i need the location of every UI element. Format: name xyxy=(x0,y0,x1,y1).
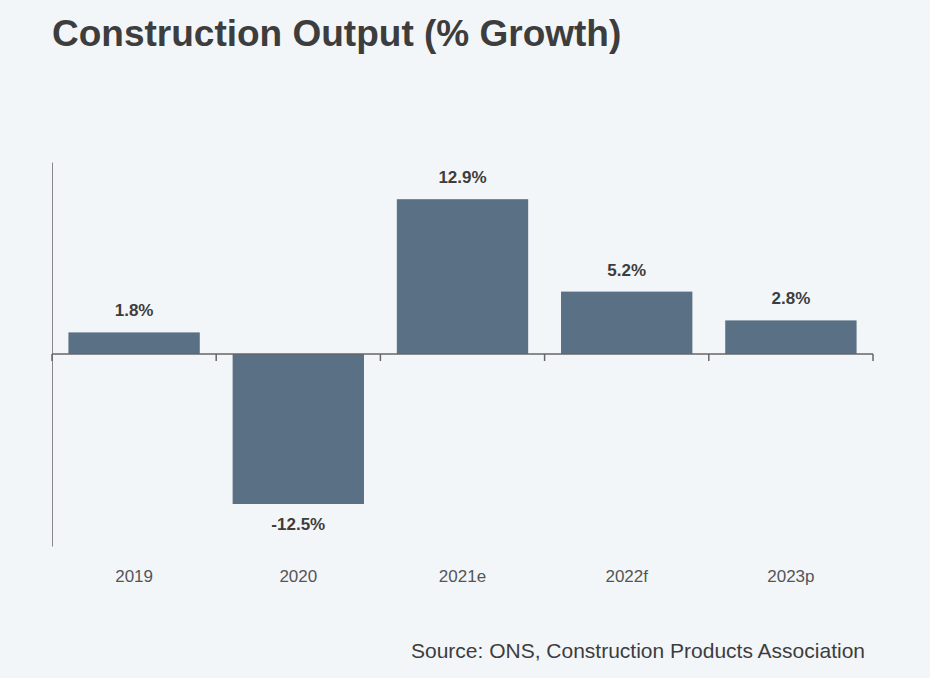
source: Source: ONS, Construction Products Assoc… xyxy=(411,639,865,662)
x-tick-label: 2019 xyxy=(115,567,153,586)
x-tick-label: 2020 xyxy=(279,567,317,586)
bar xyxy=(233,354,364,504)
axis-divider xyxy=(544,354,546,361)
bar xyxy=(561,292,692,354)
x-tick: 2023p xyxy=(767,567,814,586)
chart-svg: Construction Output (% Growth)2019202020… xyxy=(0,0,930,678)
x-tick: 2021e xyxy=(439,567,486,586)
x-tick-label: 2022f xyxy=(605,567,648,586)
bars xyxy=(68,199,856,504)
axis-divider xyxy=(215,354,217,361)
axis-divider xyxy=(380,354,382,361)
data-labels: 1.8% -12.5% 12.9% 5.2% 2.8% xyxy=(115,168,811,534)
data-label: 1.8% xyxy=(115,301,154,320)
bar xyxy=(397,199,528,354)
axis-divider xyxy=(51,354,53,361)
x-tick-label: 2023p xyxy=(767,567,814,586)
data-label: 12.9% xyxy=(438,168,486,187)
x-tick: 2020 xyxy=(279,567,317,586)
data-label: 2.8% xyxy=(772,289,811,308)
zero-line xyxy=(52,353,873,355)
chart-container: Construction Output (% Growth)2019202020… xyxy=(0,0,930,678)
x-tick: 2019 xyxy=(115,567,153,586)
x-tick: 2022f xyxy=(605,567,648,586)
background xyxy=(0,0,930,678)
axis-divider xyxy=(872,354,874,361)
x-tick-label: 2021e xyxy=(439,567,486,586)
axis-divider xyxy=(708,354,710,361)
bar xyxy=(68,332,199,354)
x-axis: 2019 2020 2021e 2022f 2023p xyxy=(115,567,814,586)
title: Construction Output (% Growth) xyxy=(52,13,621,54)
bar xyxy=(725,320,856,354)
data-label: 5.2% xyxy=(607,261,646,280)
data-label: -12.5% xyxy=(271,515,325,534)
